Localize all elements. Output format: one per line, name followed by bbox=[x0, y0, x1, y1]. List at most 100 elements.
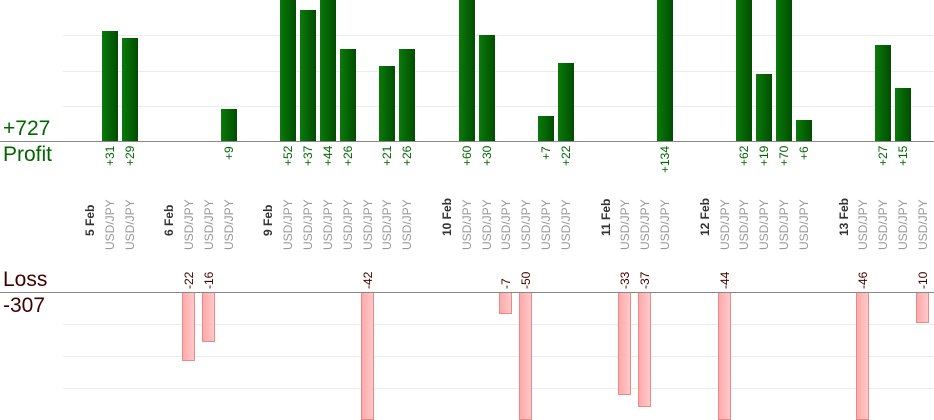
loss-gridline bbox=[63, 388, 934, 389]
profit-value-label: +62 bbox=[737, 146, 752, 167]
profit-axis-line bbox=[0, 141, 934, 142]
profit-bar bbox=[339, 48, 356, 141]
profit-value-label: +6 bbox=[796, 145, 811, 160]
pair-label: USD/JPY bbox=[122, 199, 137, 250]
profit-value-label: +30 bbox=[479, 146, 494, 167]
profit-label: Profit bbox=[3, 143, 53, 166]
profit-value-label: +27 bbox=[876, 146, 891, 167]
loss-bar bbox=[638, 292, 652, 408]
profit-bar bbox=[399, 48, 416, 141]
profit-bar bbox=[875, 45, 892, 141]
loss-bar bbox=[201, 292, 215, 342]
pair-label: USD/JPY bbox=[479, 199, 494, 250]
profit-value-label: +31 bbox=[102, 146, 117, 167]
loss-bar bbox=[856, 292, 870, 420]
loss-axis-line bbox=[0, 292, 934, 293]
date-label: 6 Feb bbox=[162, 204, 177, 236]
pair-label: USD/JPY bbox=[638, 199, 653, 250]
pair-label: USD/JPY bbox=[737, 199, 752, 250]
profit-bar bbox=[776, 0, 793, 141]
loss-value-label: -46 bbox=[856, 271, 871, 289]
date-label: 9 Feb bbox=[261, 204, 276, 236]
profit-bar bbox=[300, 9, 317, 141]
profit-bar bbox=[736, 0, 753, 141]
date-label: 10 Feb bbox=[439, 197, 454, 236]
profit-bar bbox=[756, 73, 773, 141]
pair-label: USD/JPY bbox=[102, 199, 117, 250]
profit-bar bbox=[478, 34, 495, 141]
profit-value-label: +26 bbox=[340, 146, 355, 167]
profit-gridline bbox=[63, 106, 934, 107]
profit-value-label: +26 bbox=[400, 146, 415, 167]
pair-label: USD/JPY bbox=[717, 199, 732, 250]
pair-label: USD/JPY bbox=[539, 199, 554, 250]
profit-value-label: +70 bbox=[777, 146, 792, 167]
pair-label: USD/JPY bbox=[201, 199, 216, 250]
profit-bar bbox=[538, 116, 555, 141]
pair-label: USD/JPY bbox=[658, 199, 673, 250]
pair-label: USD/JPY bbox=[340, 199, 355, 250]
profit-value-label: +60 bbox=[459, 146, 474, 167]
pair-label: USD/JPY bbox=[876, 199, 891, 250]
profit-bar bbox=[280, 0, 297, 141]
loss-value-label: -50 bbox=[519, 271, 534, 289]
pair-label: USD/JPY bbox=[856, 199, 871, 250]
profit-bar bbox=[121, 38, 138, 141]
loss-gridline bbox=[63, 356, 934, 357]
profit-bar bbox=[319, 0, 336, 141]
loss-value-label: -44 bbox=[717, 271, 732, 289]
pair-label: USD/JPY bbox=[519, 199, 534, 250]
pair-label: USD/JPY bbox=[320, 199, 335, 250]
pair-label: USD/JPY bbox=[558, 199, 573, 250]
profit-bar bbox=[379, 66, 396, 141]
profit-value-label: +29 bbox=[122, 146, 137, 167]
pair-label: USD/JPY bbox=[757, 199, 772, 250]
profit-bar bbox=[220, 109, 237, 141]
profit-bar bbox=[557, 62, 574, 141]
profit-bar bbox=[101, 30, 118, 141]
loss-value-label: -33 bbox=[618, 271, 633, 289]
loss-gridline bbox=[63, 324, 934, 325]
loss-label: Loss bbox=[3, 268, 48, 291]
profit-gridline bbox=[63, 35, 934, 36]
pair-label: USD/JPY bbox=[777, 199, 792, 250]
pair-label: USD/JPY bbox=[915, 199, 930, 250]
pair-label: USD/JPY bbox=[618, 199, 633, 250]
profit-bar bbox=[458, 0, 475, 141]
date-label: 5 Feb bbox=[83, 204, 97, 236]
profit-value-label: +52 bbox=[281, 146, 296, 167]
profit-total: +727 bbox=[3, 117, 51, 140]
date-label: 13 Feb bbox=[836, 197, 851, 236]
loss-bar bbox=[717, 292, 731, 420]
loss-bar bbox=[519, 292, 533, 420]
loss-value-label: -16 bbox=[201, 271, 216, 289]
date-label: 11 Feb bbox=[598, 198, 613, 236]
profit-bar bbox=[895, 87, 912, 141]
loss-total: -307 bbox=[3, 294, 46, 317]
pair-label: USD/JPY bbox=[380, 199, 395, 250]
pair-label: USD/JPY bbox=[182, 199, 197, 250]
pair-label: USD/JPY bbox=[301, 199, 316, 250]
profit-value-label: +134 bbox=[658, 146, 673, 174]
profit-value-label: +22 bbox=[558, 146, 573, 167]
profit-bar bbox=[795, 119, 812, 141]
pair-label: USD/JPY bbox=[796, 199, 811, 250]
profit-value-label: +21 bbox=[380, 146, 395, 167]
loss-bar bbox=[618, 292, 632, 395]
pair-label: USD/JPY bbox=[221, 199, 236, 250]
loss-value-label: -22 bbox=[182, 271, 197, 289]
loss-value-label: -42 bbox=[360, 271, 375, 289]
profit-value-label: +7 bbox=[539, 145, 554, 160]
loss-bar bbox=[499, 292, 513, 314]
profit-bar bbox=[657, 0, 674, 141]
pair-label: USD/JPY bbox=[896, 199, 911, 250]
loss-value-label: -7 bbox=[499, 278, 514, 289]
profit-value-label: +37 bbox=[301, 146, 316, 167]
pair-label: USD/JPY bbox=[499, 199, 514, 250]
loss-bar bbox=[915, 292, 929, 324]
pair-label: USD/JPY bbox=[360, 199, 375, 250]
profit-gridline bbox=[63, 71, 934, 72]
loss-value-label: -10 bbox=[915, 271, 930, 289]
pair-label: USD/JPY bbox=[281, 199, 296, 250]
profit-value-label: +15 bbox=[896, 146, 911, 167]
